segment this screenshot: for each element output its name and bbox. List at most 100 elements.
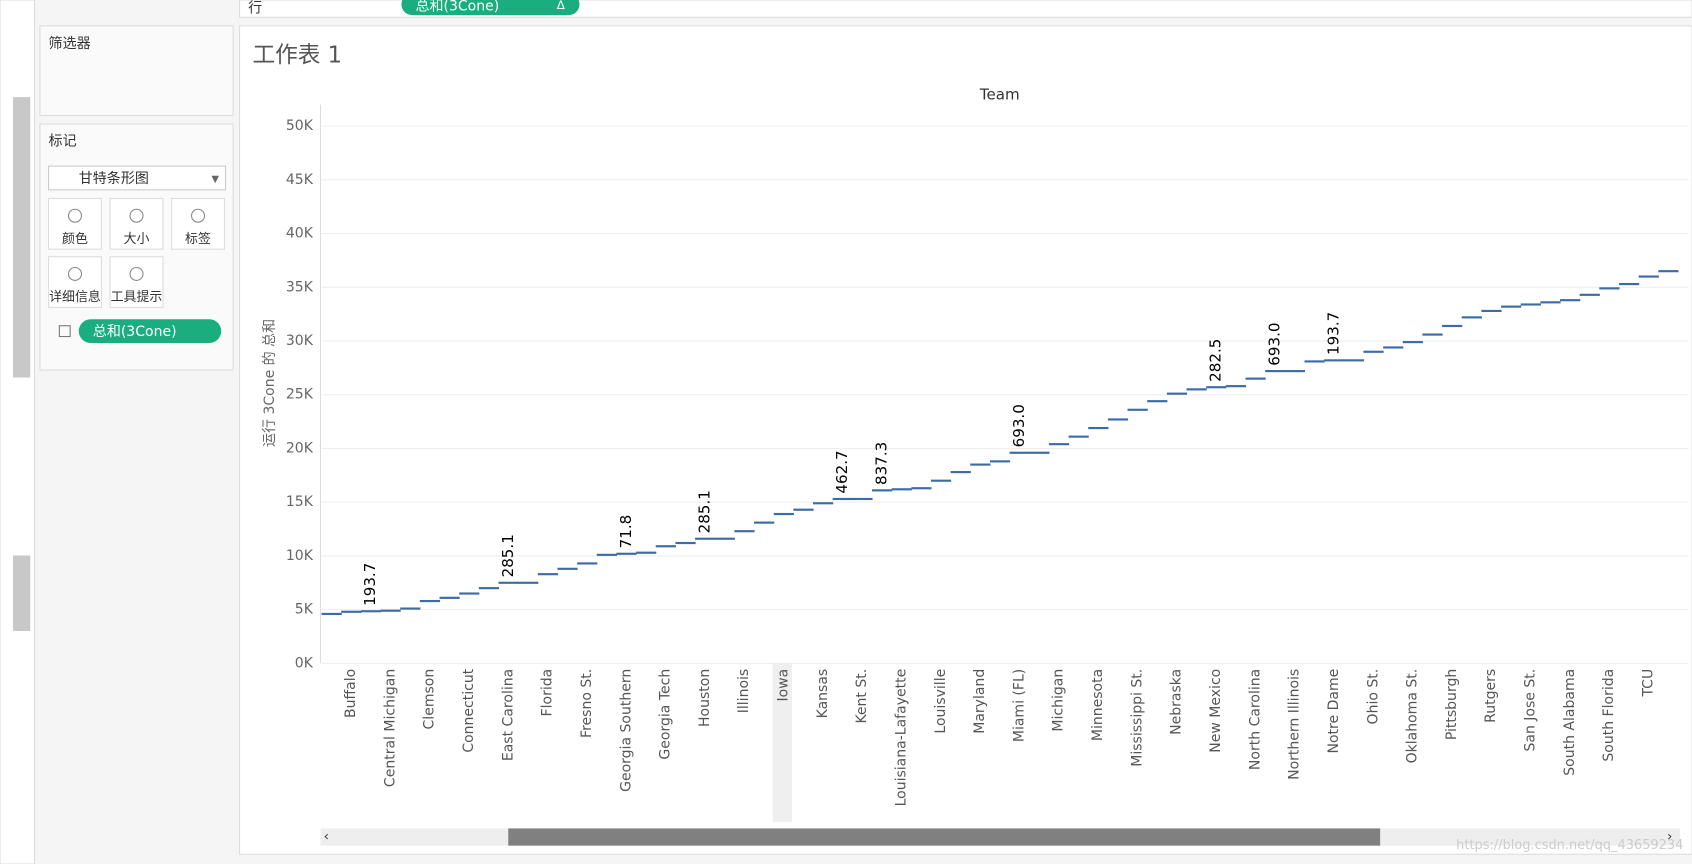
mark-button[interactable] — [48, 197, 102, 250]
gantt-bar — [714, 537, 735, 540]
gantt-bar — [1284, 370, 1306, 373]
gantt-bar — [1068, 435, 1089, 438]
gantt-bar — [1579, 293, 1600, 296]
mark-button[interactable] — [109, 256, 164, 308]
data-label: 71.8 — [617, 515, 635, 549]
watermark: https://blog.csdn.net/qq_43659234 — [1456, 838, 1683, 853]
sheet — [239, 25, 1692, 855]
shelf-pill[interactable] — [401, 0, 580, 16]
x-tick-label: Iowa — [776, 669, 792, 702]
scroll-right[interactable]: › — [1667, 830, 1672, 845]
scroll-thumb — [12, 555, 31, 632]
filters-title: 筛选器 — [49, 36, 91, 52]
x-tick-label: South Alabama — [1562, 669, 1578, 776]
y-tick-label: 10K — [286, 548, 314, 564]
gantt-bar — [911, 487, 932, 490]
shelf-pill-text: 总和(3Cone) — [415, 0, 499, 14]
y-tick-label: 50K — [286, 118, 314, 134]
gantt-bar — [1324, 359, 1345, 362]
mark-type: 甘特条形图 — [79, 170, 149, 187]
x-tick-label: Oklahoma St. — [1405, 669, 1421, 764]
gantt-bar — [459, 592, 480, 595]
gantt-bar — [1383, 346, 1404, 349]
gantt-bar — [1461, 316, 1482, 319]
gantt-bar — [989, 460, 1011, 463]
mark-button-label: 详细信息 — [49, 289, 101, 305]
x-tick-label: Louisiana-Lafayette — [893, 669, 909, 807]
gantt-bar — [400, 607, 421, 610]
gantt-bar — [1225, 385, 1247, 388]
mark-type-select[interactable] — [48, 165, 227, 191]
gantt-bar — [695, 537, 716, 540]
gantt-bar — [930, 479, 952, 482]
gantt-bar — [773, 512, 794, 516]
mark-button-label: 颜色 — [62, 231, 88, 247]
y-tick-label: 5K — [295, 602, 314, 618]
chart: Team 运行 3Cone 的 总和 0K 5K 10K 15K 20K 25K 30K 35K 4… — [262, 85, 1689, 806]
marks-title: 标记 — [49, 133, 77, 149]
gantt-bar — [891, 488, 912, 491]
gantt-bar — [1107, 418, 1129, 421]
rows-shelf — [239, 0, 1692, 18]
gantt-bar — [419, 599, 441, 603]
data-label: 693.0 — [1010, 404, 1028, 447]
gantt-bar — [655, 545, 676, 548]
gantt-bar — [1147, 400, 1168, 403]
x-tick-label: TCU — [1640, 669, 1656, 698]
gantt-bar — [341, 610, 362, 613]
gantt-bar — [360, 610, 382, 613]
mark-button[interactable] — [48, 256, 102, 308]
gantt-bar — [518, 581, 539, 584]
gantt-bar — [439, 596, 460, 599]
x-tick-label: Maryland — [972, 669, 988, 734]
gantt-bar — [1363, 350, 1384, 353]
category-highlight — [772, 663, 793, 822]
gantt-bar — [1206, 386, 1227, 389]
y-tick-label: 25K — [286, 387, 314, 403]
gantt-bar — [616, 552, 637, 555]
x-tick-label: Florida — [540, 669, 556, 717]
x-tick-label: Rutgers — [1483, 669, 1499, 723]
gantt-bar — [1009, 451, 1030, 454]
gantt-bar — [1304, 360, 1325, 363]
mark-button[interactable] — [109, 197, 164, 250]
mark-button-icon — [190, 208, 206, 223]
x-tick-label: North Carolina — [1247, 669, 1263, 770]
data-label: 193.7 — [361, 563, 379, 606]
gantt-bar — [380, 609, 401, 612]
mark-button-label: 工具提示 — [111, 289, 163, 305]
data-label: 193.7 — [1324, 312, 1342, 355]
chart-title: Team — [979, 85, 1020, 103]
mark-button-icon — [67, 208, 83, 223]
x-tick-label: Georgia Tech — [658, 669, 674, 760]
x-tick-label: Louisville — [933, 669, 949, 734]
gantt-bar — [1127, 408, 1148, 411]
y-tick-label: 0K — [295, 655, 314, 671]
mark-button-icon — [67, 266, 83, 281]
y-tick-label: 20K — [286, 440, 314, 456]
marks-pill[interactable] — [78, 319, 222, 344]
x-tick-label: Notre Dame — [1326, 669, 1342, 754]
scroll-left[interactable]: ‹ — [324, 830, 329, 845]
x-tick-label: Michigan — [1051, 669, 1067, 732]
x-tick-label: Kansas — [815, 669, 831, 719]
x-tick-label: South Florida — [1601, 669, 1617, 762]
x-tick-label: Central Michigan — [382, 669, 398, 787]
gantt-bar — [478, 587, 500, 590]
x-tick-label: Ohio St. — [1365, 669, 1381, 725]
gantt-bar — [1520, 303, 1541, 306]
x-tick-label: Kent St. — [854, 669, 870, 724]
gantt-bar — [557, 567, 578, 570]
x-tick-label: Nebraska — [1169, 669, 1185, 735]
gantt-bar — [1029, 451, 1050, 454]
h-scroll-thumb[interactable] — [508, 828, 1381, 846]
scroll-thumb — [12, 97, 31, 378]
gantt-bar — [1638, 275, 1659, 278]
x-tick-label: Mississippi St. — [1129, 669, 1145, 767]
x-tick-label: East Carolina — [500, 669, 516, 761]
gantt-bar — [813, 502, 834, 505]
mark-button[interactable] — [171, 197, 225, 250]
gantt-bar — [793, 508, 814, 511]
